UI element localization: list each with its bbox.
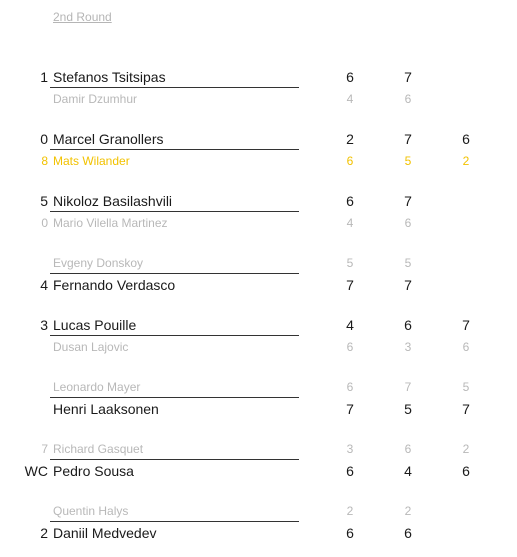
player-seed: 7 [41,442,48,456]
set-score: 7 [462,317,470,333]
set-score: 7 [404,69,412,85]
player-row: Henri Laaksonen 7 5 7 [0,399,517,419]
player-row: Evgeny Donskoy 5 5 [0,253,517,273]
set-score: 3 [346,442,354,456]
player-row: WC Pedro Sousa 6 4 6 [0,461,517,481]
player-row: 3 Lucas Pouille 4 6 7 [0,315,517,335]
set-score: 4 [346,216,354,230]
player-seed: 0 [41,216,48,230]
player-name: Nikoloz Basilashvili [53,193,173,209]
set-score: 7 [404,380,412,394]
player-row: Quentin Halys 2 2 [0,501,517,521]
set-score: 6 [346,463,354,479]
player-row: 7 Richard Gasquet 3 6 2 [0,439,517,459]
player-row: 4 Fernando Verdasco 7 7 [0,275,517,295]
set-score: 5 [462,380,470,394]
set-score: 3 [404,340,412,354]
player-name: Fernando Verdasco [53,277,176,293]
set-score: 2 [462,154,470,168]
player-seed: 4 [40,277,48,293]
set-score: 5 [404,401,412,417]
player-name: Pedro Sousa [53,463,134,479]
set-score: 6 [346,340,354,354]
set-score: 6 [462,463,470,479]
player-row: Dusan Lajovic 6 3 6 [0,337,517,357]
set-score: 6 [346,69,354,85]
set-score: 6 [404,525,412,541]
set-score: 6 [404,442,412,456]
match-divider [50,87,299,88]
player-seed: 1 [40,69,48,85]
player-seed: 0 [40,131,48,147]
set-score: 6 [404,92,412,106]
set-score: 6 [404,317,412,333]
round-label-link[interactable]: 2nd Round [53,10,112,24]
player-row: Leonardo Mayer 6 7 5 [0,377,517,397]
player-name: Stefanos Tsitsipas [53,69,166,85]
player-name: Mario Vilella Martinez [53,216,168,230]
set-score: 6 [462,131,470,147]
player-name: Mats Wilander [53,154,130,168]
player-row: Damir Dzumhur 4 6 [0,89,517,109]
set-score: 7 [404,131,412,147]
player-row: 5 Nikoloz Basilashvili 6 7 [0,191,517,211]
player-row: 0 Marcel Granollers 2 7 6 [0,129,517,149]
set-score: 7 [346,277,354,293]
player-name: Richard Gasquet [53,442,144,456]
player-name: Daniil Medvedev [53,525,157,541]
player-row: 0 Mario Vilella Martinez 4 6 [0,213,517,233]
player-row: 2 Daniil Medvedev 6 6 [0,523,517,543]
match-divider [50,335,299,336]
player-name: Lucas Pouille [53,317,137,333]
set-score: 5 [404,256,412,270]
set-score: 6 [346,525,354,541]
player-seed: 3 [40,317,48,333]
player-row: 1 Stefanos Tsitsipas 6 7 [0,67,517,87]
set-score: 2 [462,442,470,456]
match-divider [50,459,299,460]
set-score: 4 [346,92,354,106]
set-score: 7 [404,277,412,293]
set-score: 2 [346,504,354,518]
match-divider [50,397,299,398]
player-name: Dusan Lajovic [53,340,129,354]
set-score: 2 [404,504,412,518]
player-name: Marcel Granollers [53,131,164,147]
player-name: Quentin Halys [53,504,129,518]
set-score: 7 [462,401,470,417]
set-score: 4 [346,317,354,333]
player-name: Leonardo Mayer [53,380,141,394]
player-seed: 8 [41,154,48,168]
set-score: 6 [346,154,354,168]
set-score: 5 [404,154,412,168]
set-score: 4 [404,463,412,479]
player-row: 8 Mats Wilander 6 5 2 [0,151,517,171]
set-score: 7 [346,401,354,417]
set-score: 6 [462,340,470,354]
player-name: Evgeny Donskoy [53,256,144,270]
player-name: Damir Dzumhur [53,92,138,106]
set-score: 6 [346,193,354,209]
match-divider [50,521,299,522]
player-seed: 2 [40,525,48,541]
player-seed: WC [24,463,48,479]
match-divider [50,211,299,212]
set-score: 6 [346,380,354,394]
match-divider [50,149,299,150]
player-name: Henri Laaksonen [53,401,159,417]
player-seed: 5 [40,193,48,209]
match-divider [50,273,299,274]
set-score: 6 [404,216,412,230]
set-score: 2 [346,131,354,147]
set-score: 5 [346,256,354,270]
set-score: 7 [404,193,412,209]
